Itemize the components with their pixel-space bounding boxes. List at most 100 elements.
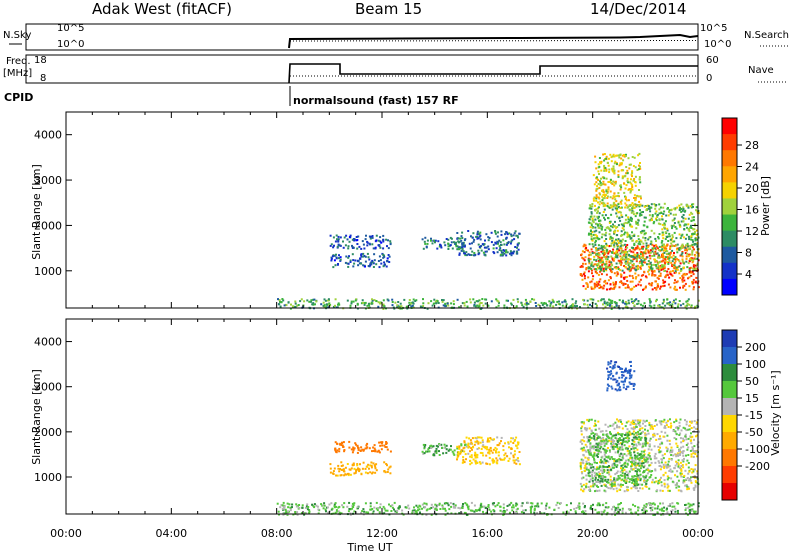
data-cell <box>624 155 627 157</box>
data-cell <box>681 258 684 261</box>
data-cell <box>369 464 372 467</box>
data-cell <box>358 468 361 471</box>
data-cell <box>467 446 470 449</box>
data-cell <box>685 233 688 236</box>
data-cell <box>415 512 418 514</box>
data-cell <box>360 473 363 476</box>
data-cell <box>597 217 600 220</box>
data-cell <box>615 460 618 463</box>
data-cell <box>610 255 613 258</box>
data-cell <box>585 268 588 271</box>
data-cell <box>611 483 614 486</box>
data-cell <box>630 178 632 181</box>
data-cell <box>405 506 408 509</box>
data-cell <box>670 446 673 449</box>
data-cell <box>624 479 627 481</box>
data-cell <box>598 284 601 287</box>
data-cell <box>488 450 491 453</box>
data-cell <box>449 448 452 451</box>
data-cell <box>666 450 669 453</box>
data-cell <box>478 436 481 439</box>
data-cell <box>381 444 384 447</box>
data-cell <box>616 440 619 442</box>
data-cell <box>634 456 637 459</box>
data-cell <box>630 465 633 468</box>
data-cell <box>615 238 617 241</box>
data-cell <box>682 437 685 440</box>
data-cell <box>561 301 564 304</box>
data-cell <box>607 435 610 438</box>
data-cell <box>624 302 627 305</box>
data-cell <box>687 235 690 238</box>
data-cell <box>460 511 463 514</box>
data-cell <box>637 483 639 486</box>
data-cell <box>527 501 530 504</box>
data-cell <box>678 485 681 488</box>
data-cell <box>652 427 654 430</box>
data-cell <box>643 258 646 260</box>
data-cell <box>621 456 624 459</box>
data-cell <box>618 453 621 456</box>
data-cell <box>458 447 461 450</box>
data-cell <box>502 253 505 256</box>
data-cell <box>657 445 660 448</box>
data-cell <box>650 240 653 243</box>
data-cell <box>669 304 671 307</box>
data-cell <box>477 243 480 246</box>
data-cell <box>630 266 633 269</box>
data-cell <box>580 471 583 474</box>
data-cell <box>687 486 690 488</box>
data-cell <box>521 502 524 505</box>
data-cell <box>661 240 664 242</box>
data-cell <box>343 236 346 239</box>
data-cell <box>476 453 479 456</box>
data-cell <box>689 449 692 452</box>
data-cell <box>628 381 631 384</box>
data-cell <box>481 452 484 455</box>
data-cell <box>545 502 548 505</box>
data-cell <box>313 506 316 509</box>
data-cell <box>419 505 422 508</box>
data-cell <box>490 231 493 234</box>
data-cell <box>665 247 668 250</box>
data-cell <box>664 471 667 474</box>
data-cell <box>450 445 452 448</box>
data-cell <box>615 253 618 256</box>
data-cell <box>690 211 693 214</box>
data-cell <box>351 253 354 256</box>
data-cell <box>334 449 337 452</box>
data-cell <box>476 300 479 303</box>
data-cell <box>689 435 692 438</box>
data-cell <box>631 468 634 471</box>
data-cell <box>515 436 518 439</box>
data-cell <box>329 463 332 466</box>
data-cell <box>674 213 677 216</box>
data-cell <box>643 442 646 445</box>
data-cell <box>328 503 331 506</box>
data-cell <box>467 508 470 511</box>
data-cell <box>594 422 597 425</box>
data-cell <box>637 441 640 444</box>
data-cell <box>675 455 678 458</box>
data-cell <box>337 302 340 305</box>
data-cell <box>378 511 381 514</box>
data-cell <box>694 464 697 467</box>
data-cell <box>688 505 691 508</box>
data-cell <box>645 208 648 211</box>
data-cell <box>672 213 675 216</box>
data-cell <box>603 183 606 186</box>
data-cell <box>434 300 437 303</box>
data-cell <box>688 268 691 271</box>
data-cell <box>632 210 635 213</box>
data-cell <box>492 509 495 511</box>
data-cell <box>689 503 692 506</box>
data-cell <box>631 225 634 228</box>
data-cell <box>446 502 449 505</box>
data-cell <box>332 246 335 249</box>
data-cell <box>341 504 344 507</box>
data-cell <box>533 511 536 514</box>
data-cell <box>484 298 487 301</box>
data-cell <box>481 298 484 300</box>
data-cell <box>594 161 597 164</box>
data-cell <box>594 155 597 158</box>
